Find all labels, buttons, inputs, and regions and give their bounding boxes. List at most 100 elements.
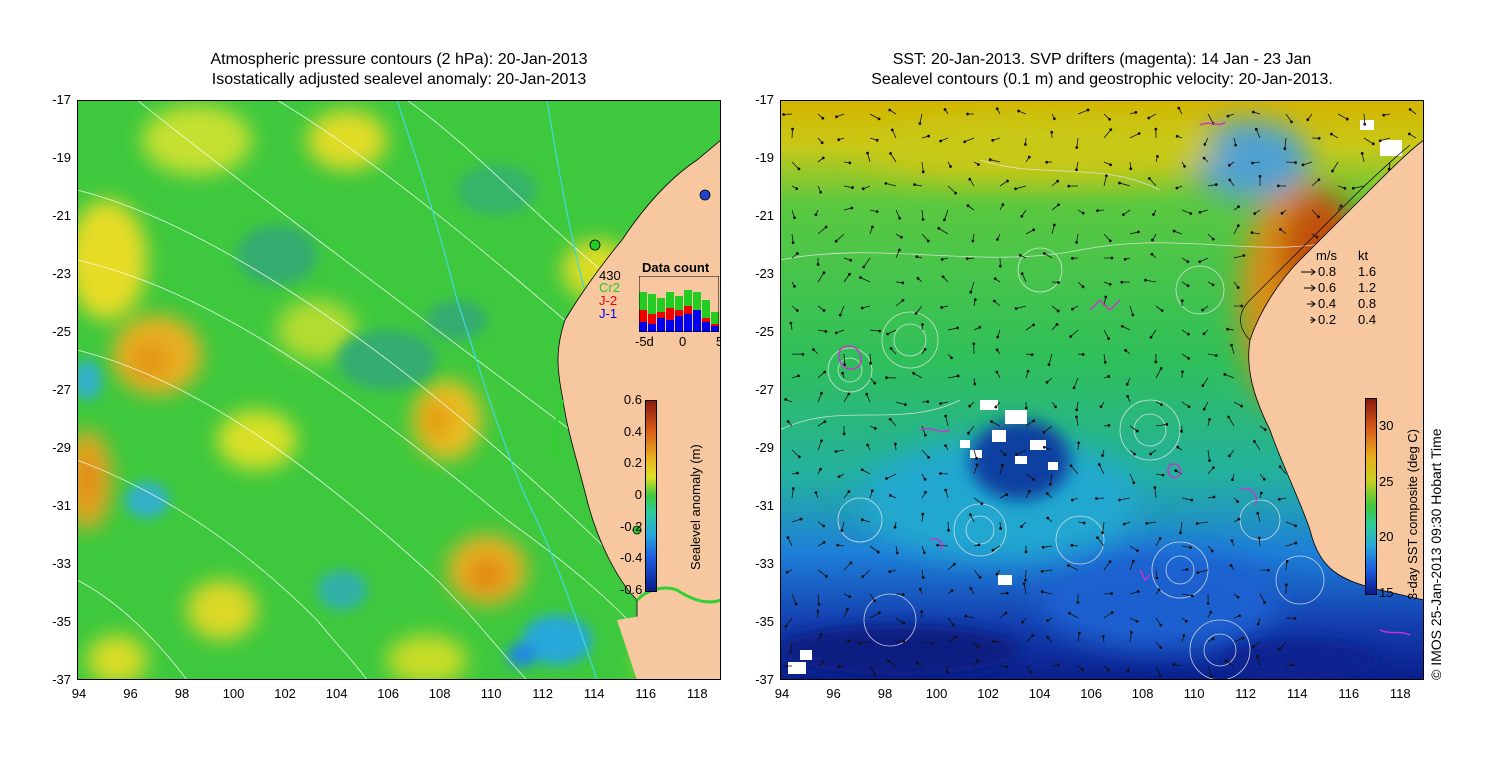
- velocity-arrow-head: [782, 113, 786, 116]
- velocity-arrow-head: [837, 475, 841, 479]
- velocity-arrow: [973, 464, 978, 475]
- velocity-arrow-head: [820, 439, 823, 443]
- left-x-tick: 114: [583, 686, 605, 701]
- velocity-arrow-head: [1176, 445, 1180, 449]
- velocity-arrow-head: [1278, 465, 1282, 469]
- velocity-arrow-head: [898, 248, 901, 252]
- velocity-arrow-head: [1290, 120, 1293, 124]
- velocity-arrow-head: [1015, 453, 1018, 456]
- velocity-arrow-head: [1408, 108, 1412, 111]
- velocity-arrow-head: [1238, 614, 1241, 618]
- velocity-arrow-head: [1154, 127, 1158, 131]
- velocity-arrow-head: [993, 277, 997, 281]
- histogram-bar: [648, 314, 656, 332]
- velocity-arrow: [1070, 329, 1079, 337]
- velocity-arrow-head: [975, 456, 978, 460]
- velocity-arrow-head: [992, 640, 995, 643]
- velocity-arrow-head: [1132, 481, 1136, 485]
- velocity-arrow-head: [1067, 563, 1070, 567]
- velocity-arrow-head: [1180, 429, 1183, 433]
- velocity-arrow: [947, 617, 954, 626]
- left-y-tick: -23: [52, 266, 71, 281]
- velocity-arrow-head: [849, 258, 853, 262]
- velocity-arrow-head: [936, 543, 940, 547]
- velocity-arrow-head: [1076, 601, 1080, 604]
- velocity-arrow-head: [1071, 307, 1074, 311]
- velocity-arrow-head: [1042, 430, 1046, 434]
- velocity-arrow-head: [1027, 155, 1031, 159]
- velocity-arrow-head: [840, 529, 844, 532]
- velocity-arrow: [1254, 441, 1261, 451]
- velocity-arrow-head: [1081, 285, 1085, 289]
- velocity-arrow-head: [1160, 309, 1164, 313]
- velocity-arrow-head: [937, 226, 941, 230]
- velocity-arrow-head: [923, 433, 927, 437]
- velocity-arrow-head: [835, 115, 838, 119]
- sealevel-colorbar: [645, 400, 657, 592]
- velocity-arrow-head: [866, 151, 869, 155]
- velocity-arrow-head: [1072, 386, 1076, 390]
- velocity-arrow-head: [1263, 428, 1267, 431]
- velocity-arrow-head: [1071, 256, 1074, 260]
- velocity-arrow-head: [1136, 590, 1140, 593]
- velocity-arrow: [1077, 109, 1089, 115]
- velocity-arrow-head: [1227, 415, 1230, 419]
- velocity-arrow-head: [939, 472, 942, 475]
- velocity-arrow: [1207, 467, 1214, 475]
- velocity-arrow-head: [952, 562, 956, 566]
- velocity-arrow-head: [847, 392, 851, 396]
- velocity-arrow-head: [1283, 147, 1287, 151]
- velocity-arrow-head: [1045, 492, 1049, 495]
- velocity-arrow-head: [903, 403, 907, 407]
- velocity-arrow: [817, 272, 825, 283]
- right-y-tick: -33: [755, 556, 774, 571]
- velocity-arrow-head: [873, 381, 877, 385]
- velocity-arrow-head: [996, 237, 999, 241]
- velocity-arrow-head: [819, 190, 823, 194]
- velocity-arrow-head: [1110, 256, 1114, 260]
- velocity-arrow: [1150, 329, 1157, 338]
- velocity-arrow-head: [975, 463, 979, 467]
- velocity-arrow-head: [1177, 106, 1181, 110]
- velocity-arrow-head: [977, 163, 980, 166]
- velocity-arrow-head: [1108, 282, 1112, 286]
- velocity-arrow-head: [793, 216, 796, 220]
- velocity-arrow-head: [926, 239, 930, 243]
- velocity-arrow-head: [1259, 491, 1263, 495]
- velocity-arrow-head: [1125, 382, 1129, 386]
- left-title-line1: Atmospheric pressure contours (2 hPa): 2…: [210, 51, 588, 68]
- velocity-arrow-head: [1211, 237, 1215, 241]
- velocity-arrow-head: [797, 167, 801, 171]
- velocity-arrow-head: [1153, 486, 1157, 489]
- velocity-arrow-head: [1126, 395, 1130, 398]
- velocity-arrow: [1311, 179, 1320, 187]
- velocity-arrow-head: [1159, 366, 1163, 370]
- velocity-arrow: [790, 641, 793, 652]
- velocity-arrow-head: [1155, 576, 1159, 580]
- velocity-arrow: [1233, 255, 1245, 259]
- velocity-arrow: [1257, 513, 1261, 523]
- velocity-arrow-head: [785, 570, 789, 574]
- left-x-tick: 98: [174, 686, 190, 701]
- velocity-arrow: [937, 544, 949, 547]
- velocity-arrow-head: [1048, 483, 1052, 486]
- left-y-tick: -27: [52, 382, 71, 397]
- velocity-arrow-head: [998, 264, 1002, 268]
- velocity-arrow-head: [1181, 370, 1184, 374]
- velocity-arrow: [862, 469, 871, 475]
- speed-legend-ms: 0.2: [1318, 312, 1337, 327]
- velocity-arrow-head: [888, 108, 892, 112]
- velocity-arrow-head: [939, 139, 943, 143]
- velocity-arrow-head: [1201, 308, 1205, 312]
- histogram-tick-5: 5: [716, 334, 721, 349]
- right-y-tick: -23: [755, 266, 774, 281]
- left-y-tick: -21: [52, 208, 71, 223]
- velocity-arrow-head: [1122, 213, 1125, 217]
- speed-legend-header-kt: kt: [1358, 248, 1369, 263]
- velocity-arrow-head: [996, 335, 1000, 339]
- velocity-arrow-head: [1290, 663, 1294, 667]
- velocity-arrow-head: [834, 450, 838, 453]
- velocity-arrow-head: [786, 420, 790, 424]
- velocity-arrow-head: [886, 332, 890, 336]
- velocity-arrow-head: [1156, 154, 1159, 158]
